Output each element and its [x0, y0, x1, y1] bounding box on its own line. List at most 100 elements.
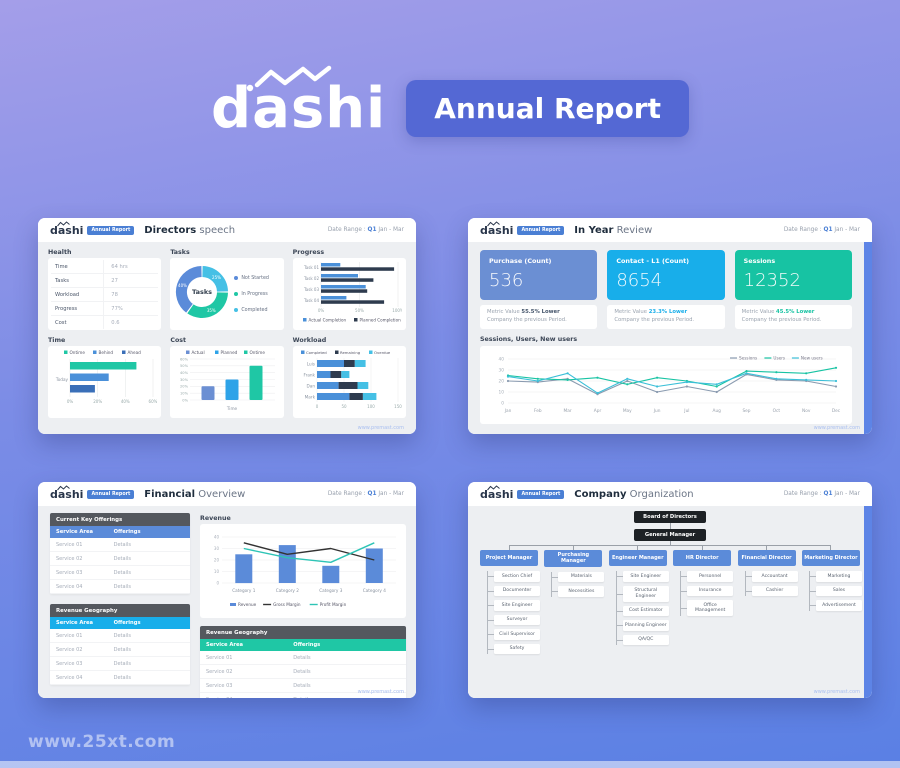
svg-text:New users: New users — [801, 355, 823, 360]
tasks-donut-chart: 25% 35% 40% Tasks Not Started In Progress Com… — [170, 258, 284, 330]
kpi-card: Sessions 12352 Metric Value 45.5% Lower Com… — [734, 250, 852, 329]
org-child: Cashier — [744, 585, 798, 596]
slide-header: dashi Annual Report In Year Review Date … — [468, 218, 872, 242]
slide-financial-overview: dashi Annual Report Financial Overview D… — [38, 482, 416, 698]
kpi-colored-box: Sessions 12352 — [734, 250, 852, 300]
kpi-colored-box: Purchase (Count) 536 — [480, 250, 598, 300]
svg-text:Overdue: Overdue — [374, 350, 391, 355]
cell: Service 03 — [56, 569, 83, 576]
revenue-geography-table: Revenue Geography Service Area Offerings Se… — [50, 604, 190, 685]
svg-text:Dan: Dan — [306, 383, 315, 388]
cell: Service 02 — [56, 646, 83, 653]
panel-title: Cost — [170, 337, 187, 344]
table-header: Service Area Offerings — [200, 639, 406, 651]
slide-body: Board of Directors General Manager Project… — [468, 506, 872, 698]
org-child: Cost Estimator — [615, 605, 669, 616]
annual-report-badge: Annual Report — [87, 489, 135, 499]
cell: Service 04 — [56, 674, 83, 681]
progress-panel: Progress 0% 50% 100% Task 01 Task 02 Task 03 T… — [292, 247, 406, 330]
slide-body: Health Time 64 hrs Tasks 27 Workload 78 Progre… — [38, 242, 416, 434]
table-title: Current Key Offerings — [50, 513, 190, 526]
svg-text:Mark: Mark — [304, 394, 315, 399]
svg-text:Users: Users — [773, 355, 785, 360]
panel-title: Progress — [292, 249, 325, 256]
org-children: Marketing Sales Advertisement — [808, 571, 862, 611]
donut-legend: Not Started In Progress Completed — [234, 268, 269, 320]
annual-report-banner: Annual Report — [406, 80, 689, 137]
kpi-card: Purchase (Count) 536 Metric Value 55.5% Lo… — [480, 250, 598, 329]
site-watermark: www.25xt.com — [28, 732, 176, 752]
svg-text:60%: 60% — [180, 357, 189, 361]
org-manager: Engineer Manager — [608, 550, 667, 566]
org-child: Marketing — [808, 571, 862, 582]
date-range: Date Range : Q1 Jan - Mar — [783, 227, 860, 233]
org-branch: Marketing Director Marketing Sales Advertis… — [801, 550, 862, 658]
tasks-panel: Tasks 25% 35% 40% Tasks Not Started In Progr… — [170, 247, 284, 330]
svg-text:Aug: Aug — [713, 408, 722, 414]
org-general-manager: General Manager — [634, 529, 706, 541]
svg-text:Category 4: Category 4 — [363, 588, 386, 593]
svg-text:Jan: Jan — [504, 408, 512, 414]
row-label: Cost — [51, 316, 105, 329]
slide-company-organization: dashi Annual Report Company Organization… — [468, 482, 872, 698]
current-key-offerings-table: Current Key Offerings Service Area Offerin… — [50, 513, 190, 594]
column-header: Service Area — [56, 620, 93, 626]
slide-directors-speech: dashi Annual Report Directors speech Dat… — [38, 218, 416, 434]
org-child: Necessities — [551, 586, 605, 597]
svg-text:30%: 30% — [180, 378, 189, 382]
svg-text:25%: 25% — [212, 275, 221, 280]
sessions-chart-title: Sessions, Users, New users — [480, 335, 578, 343]
org-child: Accountant — [744, 571, 798, 582]
svg-text:Actual Completion: Actual Completion — [308, 317, 346, 322]
org-manager: HR Director — [673, 550, 732, 566]
svg-text:50: 50 — [341, 404, 347, 409]
legend-item: In Progress — [234, 288, 269, 300]
table-row: Service 03 Details — [200, 679, 406, 693]
svg-text:50%: 50% — [355, 308, 364, 313]
annual-report-badge: Annual Report — [517, 489, 565, 499]
revenue-chart-title: Revenue — [200, 515, 231, 522]
legend-item: Completed — [234, 304, 269, 316]
svg-text:0: 0 — [315, 404, 318, 409]
cell: Details — [113, 646, 131, 653]
cell: Details — [113, 555, 131, 562]
table-title: Revenue Geography — [50, 604, 190, 617]
kpi-caption: Metric Value 55.5% Lower Company the prev… — [480, 305, 598, 329]
slide-title: In Year Review — [574, 224, 653, 236]
org-branch: Project Manager Section Chief Documenter Si… — [480, 550, 540, 658]
table-row: Progress 77% — [51, 302, 159, 316]
panel-title: Workload — [292, 337, 327, 344]
org-children: Section Chief Documenter Site Engineer Surv… — [487, 571, 540, 654]
org-child: Site Engineer — [615, 571, 669, 582]
cell: Service 02 — [56, 555, 83, 562]
cell: Service 02 — [206, 668, 233, 675]
dashi-mini-logo: dashi — [480, 220, 513, 237]
row-label: Time — [51, 260, 105, 273]
sessions-line-chart: 0 10 20 30 40 Jan Feb Mar Apr May Jun Jul Aug Sep Oct N… — [480, 345, 852, 424]
brand-name: dashi — [210, 75, 387, 141]
svg-text:Mar: Mar — [564, 408, 572, 414]
cost-panel: Cost Actual Planned Ontime 0% 10% 20% 30% 40% 50… — [170, 335, 284, 418]
row-value: 78 — [111, 291, 118, 298]
row-label: Tasks — [51, 274, 105, 287]
org-manager: Purchasing Manager — [544, 550, 603, 567]
slide-body: Current Key Offerings Service Area Offerin… — [38, 506, 416, 698]
org-root: Board of Directors — [634, 511, 706, 523]
svg-text:0: 0 — [501, 400, 504, 406]
financial-right-column: Revenue 0 10 20 30 40 Category 1 Category 2 Cat… — [200, 513, 406, 698]
table-row: Service 02 Details — [50, 643, 190, 657]
svg-text:Category 2: Category 2 — [276, 588, 299, 593]
svg-text:Completed: Completed — [306, 350, 327, 355]
svg-text:Sessions: Sessions — [739, 355, 757, 360]
svg-text:Oct: Oct — [773, 408, 781, 414]
svg-text:50%: 50% — [180, 364, 189, 368]
svg-text:0: 0 — [216, 580, 219, 585]
row-value: 64 hrs — [111, 263, 128, 270]
org-child: QA/QC — [615, 634, 669, 645]
kpi-value: 12352 — [743, 270, 801, 291]
svg-text:Tasks: Tasks — [192, 288, 212, 296]
data-table: Revenue Geography Service Area Offerings Se… — [200, 626, 406, 698]
mini-zigzag-icon — [487, 484, 500, 490]
cell: Details — [293, 682, 311, 689]
